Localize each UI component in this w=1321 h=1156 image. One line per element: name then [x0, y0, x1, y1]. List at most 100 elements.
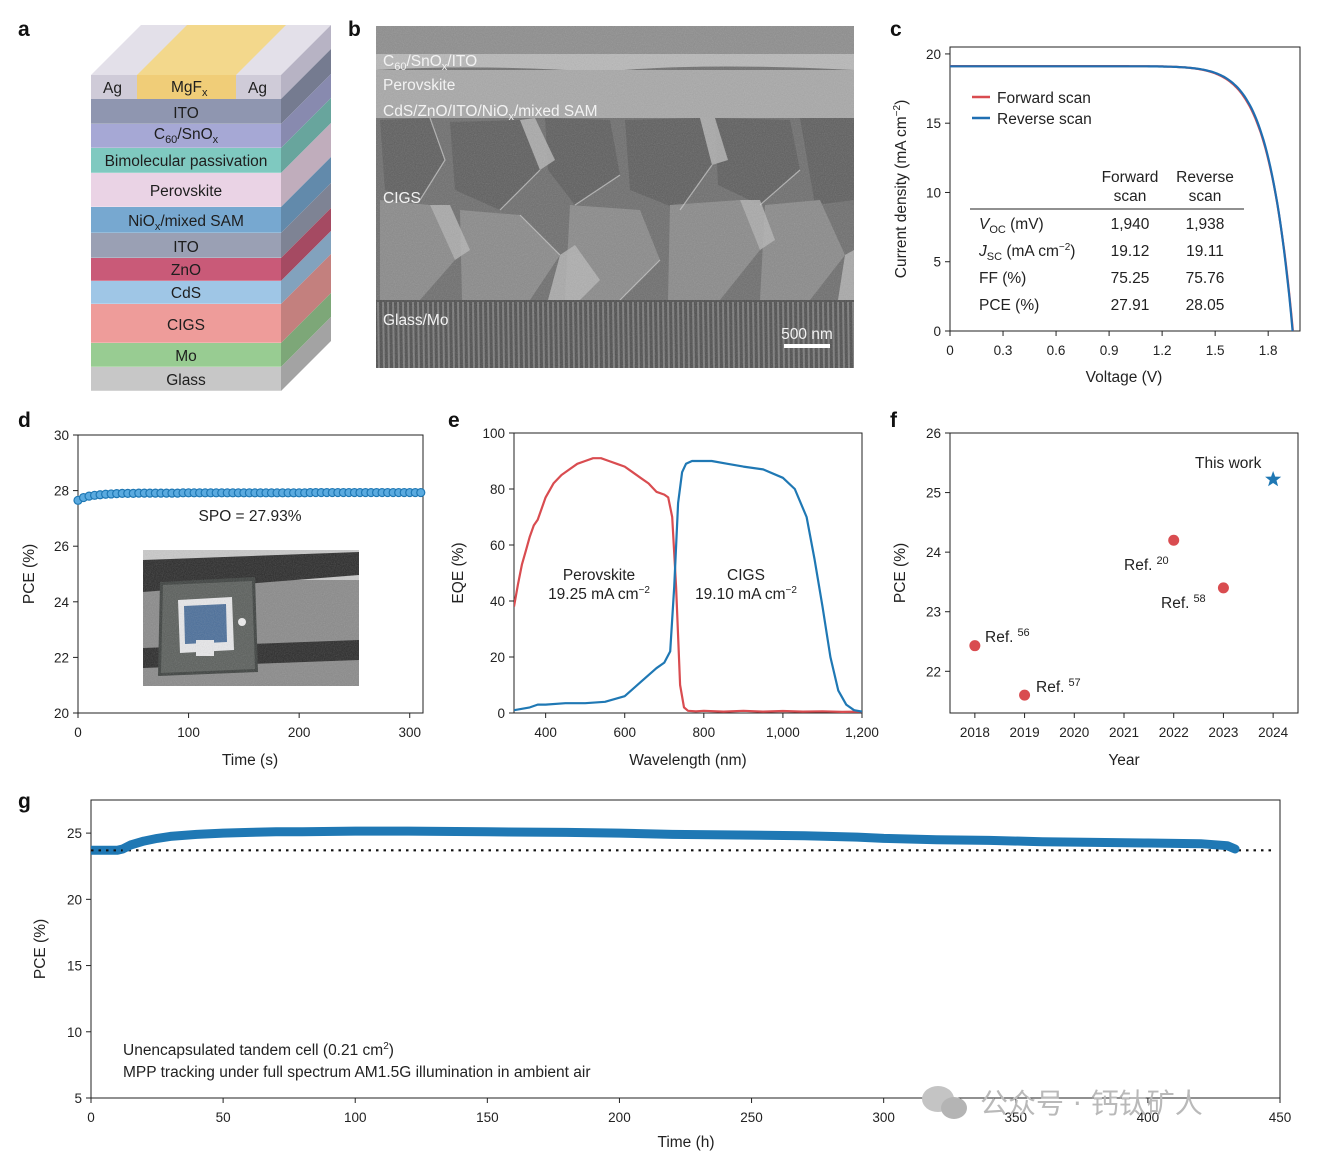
table-cell: 19.11 — [1186, 243, 1224, 260]
y-tick-label: 10 — [926, 185, 941, 200]
stack-layer-side — [281, 293, 331, 367]
series-label-cigs: CIGS — [727, 567, 765, 584]
stack-layer-side — [281, 98, 331, 173]
x-tick-label: 1,000 — [766, 725, 800, 740]
perovskite-eqe-line — [514, 457, 862, 713]
y-axis-label: Current density (mA cm−2) — [892, 100, 910, 279]
spo-point — [416, 487, 426, 498]
y-tick-label: 5 — [74, 1091, 82, 1106]
table-header-forward: scan — [1114, 188, 1147, 205]
stack-layer-front — [91, 258, 281, 281]
table-cell: 75.25 — [1111, 270, 1150, 287]
x-tick-label: 2021 — [1109, 725, 1139, 740]
y-tick-label: 0 — [933, 324, 941, 339]
panel-label-e: e — [448, 409, 460, 432]
sem-image — [376, 26, 854, 368]
plot-frame — [513, 432, 863, 714]
x-tick-label: 100 — [177, 725, 200, 740]
y-tick-label: 28 — [54, 484, 69, 499]
x-axis-label: Time (s) — [222, 752, 278, 769]
table-row-param: JSC (mA cm−2) — [978, 242, 1075, 263]
stack-layer-front — [91, 124, 281, 148]
stack-layer-side — [281, 208, 331, 281]
stack-ag-right — [236, 75, 281, 99]
table-header-reverse: scan — [1189, 188, 1222, 205]
y-tick-label: 15 — [926, 116, 941, 131]
y-tick-label: 20 — [490, 650, 505, 665]
y-tick-label: 0 — [497, 706, 505, 721]
point-label-2018: Ref. 56 — [985, 627, 1030, 646]
stack-layer-label: C60/SnOx — [154, 126, 219, 146]
y-tick-label: 20 — [54, 706, 69, 721]
stack-layer-side — [281, 183, 331, 258]
plot-frame — [77, 434, 424, 714]
stack-layer-label: Perovskite — [150, 183, 222, 200]
x-tick-label: 250 — [740, 1110, 763, 1125]
y-tick-label: 25 — [926, 486, 941, 501]
y-tick-label: 26 — [54, 539, 69, 554]
table-cell: 19.12 — [1111, 243, 1150, 260]
device-photo — [143, 550, 359, 686]
stack-layer-front — [91, 281, 281, 304]
watermark-text: 公众号 · 钙钛矿人 — [980, 1087, 1203, 1120]
stack-layer-label: ITO — [173, 105, 199, 122]
stack-mgf-top — [137, 25, 286, 75]
this-work-star — [1265, 471, 1282, 487]
plot-frame — [90, 799, 1281, 1099]
y-tick-label: 15 — [67, 959, 82, 974]
panel-label-g: g — [18, 790, 31, 813]
sem-label-glass-mo: Glass/Mo — [383, 312, 448, 329]
x-axis-label: Wavelength (nm) — [629, 752, 746, 769]
x-tick-label: 200 — [608, 1110, 631, 1125]
panel-label-a: a — [18, 18, 30, 41]
x-tick-label: 50 — [216, 1110, 231, 1125]
x-tick-label: 2022 — [1159, 725, 1189, 740]
plot-frame — [949, 46, 1301, 332]
table-header-forward: Forward — [1102, 169, 1159, 186]
y-tick-label: 10 — [67, 1025, 82, 1040]
table-cell: 1,938 — [1186, 216, 1225, 233]
y-tick-label: 60 — [490, 538, 505, 553]
panel-label-b: b — [348, 18, 361, 41]
x-tick-label: 0.6 — [1047, 343, 1066, 358]
x-tick-label: 300 — [398, 725, 421, 740]
sem-label-top: C60/SnOx/ITO — [383, 53, 477, 73]
reference-point — [1168, 534, 1180, 546]
y-tick-label: 24 — [54, 595, 70, 610]
y-tick-label: 30 — [54, 428, 69, 443]
point-label-2023: Ref. 58 — [1161, 593, 1206, 612]
stack-layer-front — [91, 367, 281, 391]
y-tick-label: 40 — [490, 594, 505, 609]
cigs-eqe-line — [514, 459, 862, 713]
y-axis-label: EQE (%) — [450, 542, 467, 603]
x-tick-label: 0 — [74, 725, 82, 740]
series-label-perovskite: Perovskite — [563, 567, 635, 584]
stack-layer-front — [91, 233, 281, 258]
stack-layer-side — [281, 157, 331, 233]
stability-chart: 0 50 100 150 200 250 300 350 400 450 5 10 15 20 25 Tim… — [32, 799, 1292, 1151]
point-label-2019: Ref. 57 — [1036, 677, 1081, 696]
x-tick-label: 450 — [1269, 1110, 1292, 1125]
x-tick-label: 300 — [872, 1110, 895, 1125]
series-jsc-cigs: 19.10 mA cm−2 — [695, 585, 797, 603]
sem-scale-bar-label: 500 nm — [781, 326, 833, 343]
stack-top-mgf: MgFx — [171, 79, 208, 99]
y-axis-label: PCE (%) — [21, 544, 38, 604]
spo-annotation: SPO = 27.93% — [199, 508, 302, 525]
x-tick-label: 2020 — [1059, 725, 1089, 740]
x-tick-label: 2018 — [960, 725, 990, 740]
reverse-scan-line — [950, 65, 1294, 331]
stack-layer-side — [281, 49, 331, 124]
stack-layer-front — [91, 207, 281, 233]
stack-layer-side — [281, 317, 331, 391]
x-tick-label: 0 — [946, 343, 954, 358]
legend-label-forward: Forward scan — [997, 90, 1091, 107]
stack-layer-side — [281, 254, 331, 343]
x-axis-label: Year — [1108, 752, 1139, 769]
x-tick-label: 600 — [613, 725, 636, 740]
stack-layer-front — [91, 304, 281, 343]
y-axis-label: PCE (%) — [892, 543, 909, 603]
x-tick-label: 2023 — [1208, 725, 1238, 740]
